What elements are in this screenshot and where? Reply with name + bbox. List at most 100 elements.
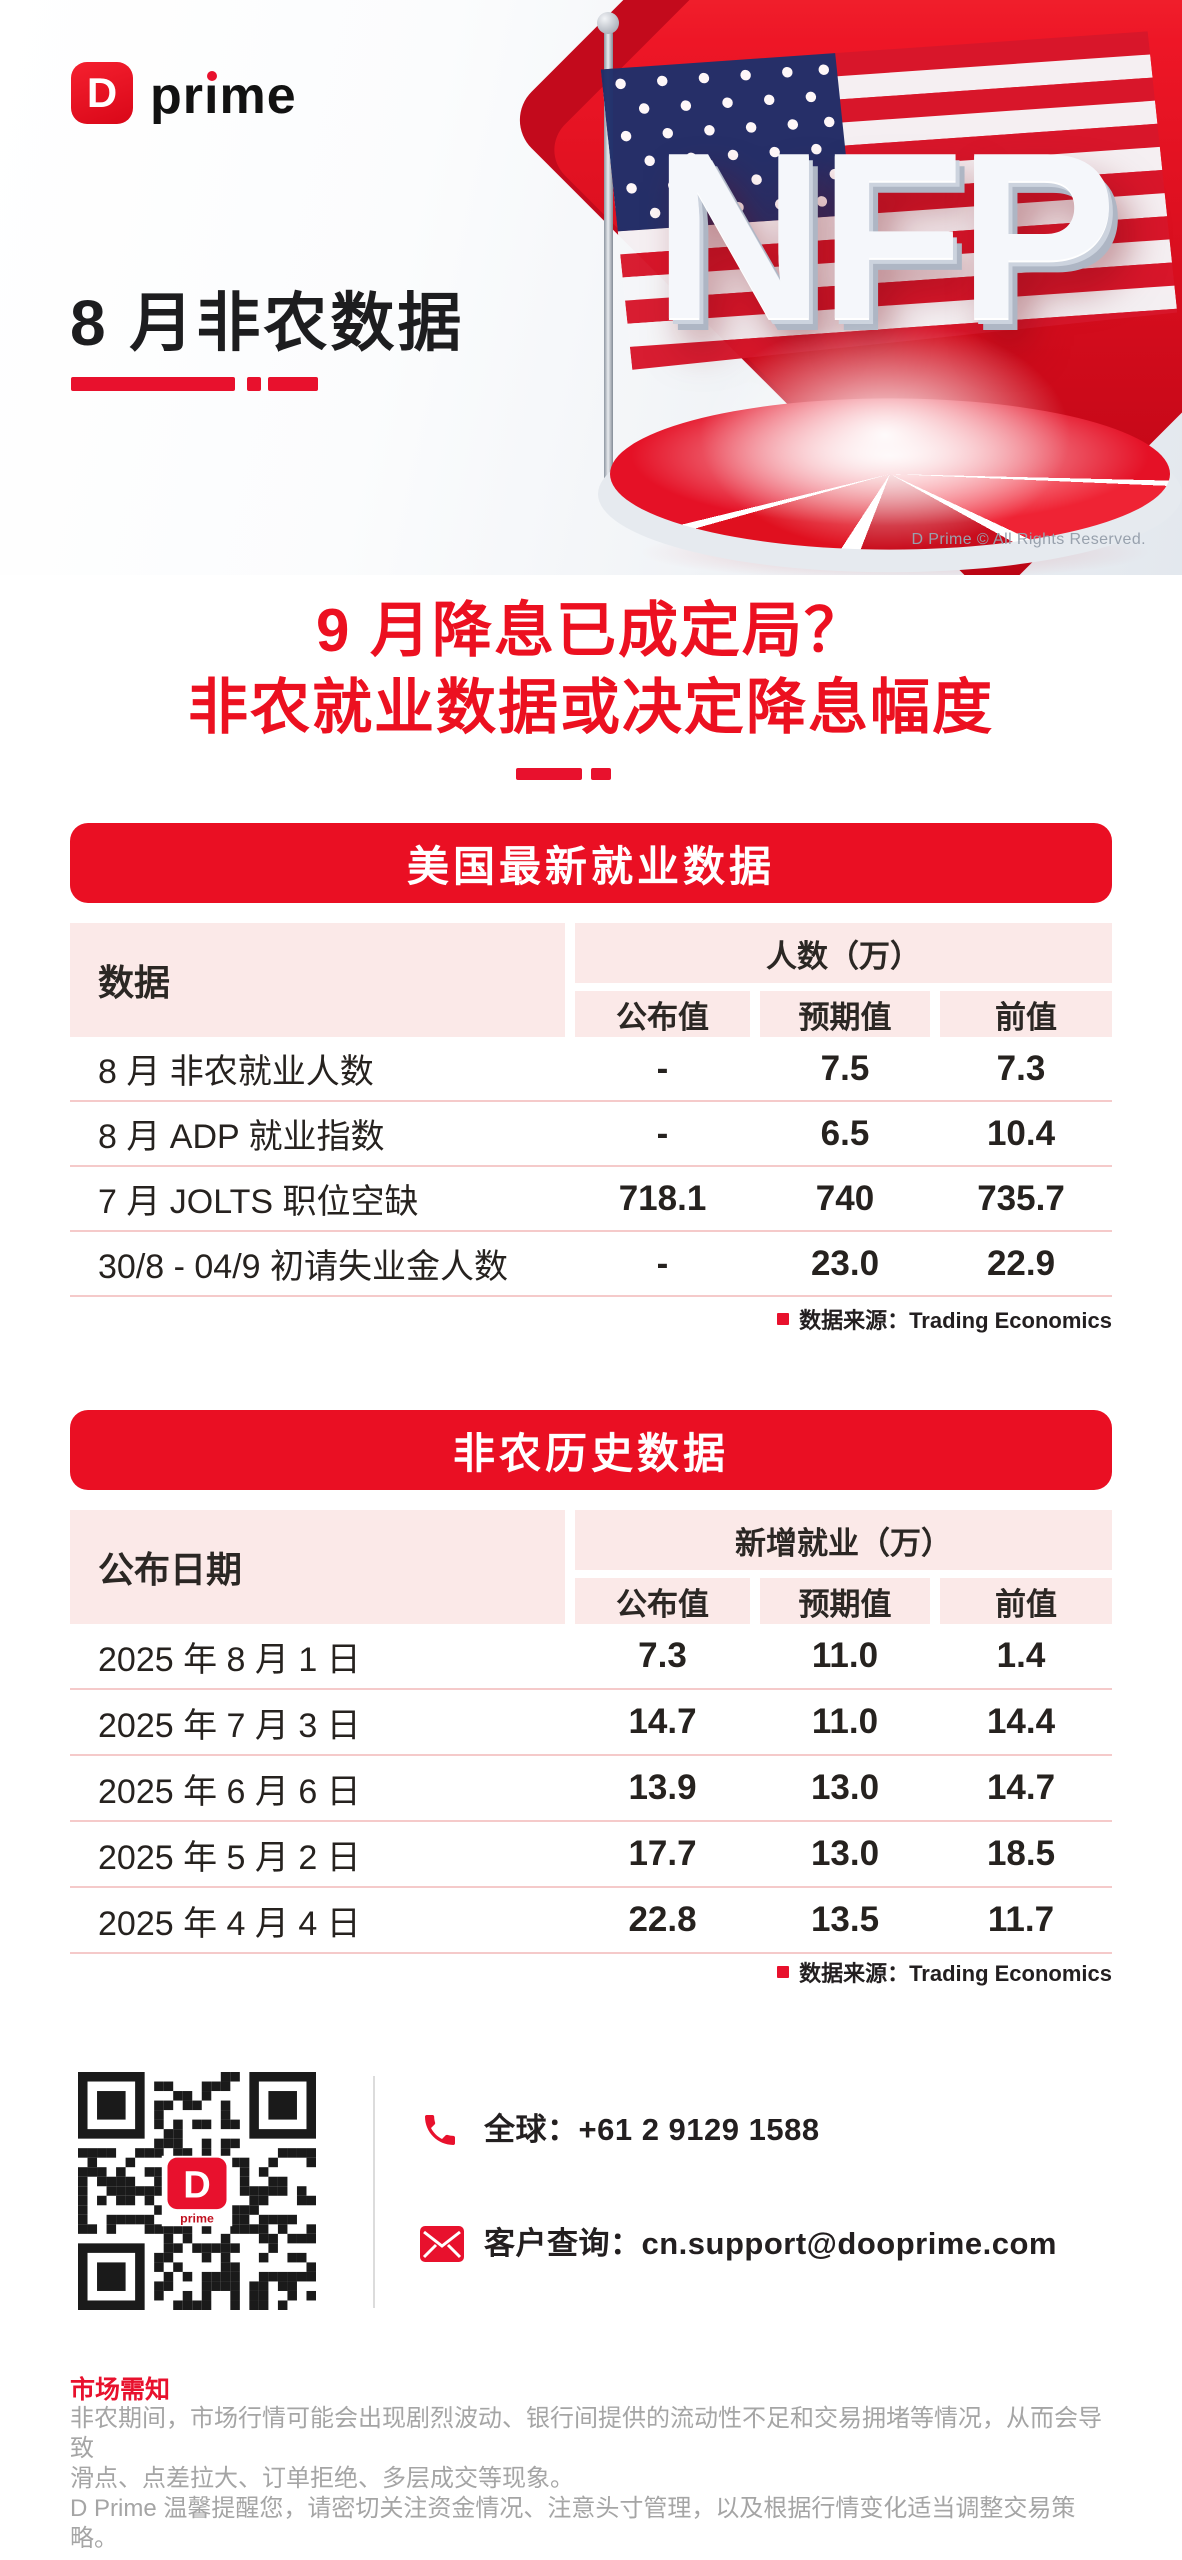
underline-square <box>247 377 261 391</box>
headline-line-2: 非农就业数据或决定降息幅度 <box>188 674 994 741</box>
table2-header-label: 公布日期 <box>70 1510 565 1624</box>
brand-logo-tile: D <box>71 62 133 124</box>
row-label: 2025 年 8 月 1 日 <box>98 1640 361 1679</box>
headline: 9 月降息已成定局？ 非农就业数据或决定降息幅度 <box>0 592 1182 746</box>
table-row: 2025 年 7 月 3 日 14.7 11.0 14.4 <box>70 1690 1112 1756</box>
table1-header: 数据 人数（万） 公布值 预期值 前值 <box>70 923 1112 1037</box>
row-value: 7.3 <box>638 1636 687 1675</box>
row-value: 11.0 <box>811 1702 879 1741</box>
flag-pole <box>604 30 613 500</box>
data-source-text: 数据来源：Trading Economics <box>799 1308 1112 1333</box>
table1-header-group: 人数（万） <box>575 923 1112 983</box>
table2-header: 公布日期 新增就业（万） 公布值 预期值 前值 <box>70 1510 1112 1624</box>
copyright-text: D Prime © All Rights Reserved. <box>911 531 1146 548</box>
row-value: 718.1 <box>618 1178 707 1218</box>
row-value: 13.5 <box>810 1900 880 1939</box>
headline-dash <box>0 768 1154 780</box>
nfp-3d-text: NFP <box>653 104 1117 369</box>
svg-text:prime: prime <box>180 2211 214 2225</box>
row-value: 7.3 <box>996 1048 1046 1088</box>
logo-word-i: ı <box>204 67 220 125</box>
row-value: - <box>656 1113 669 1153</box>
logo-d-letter: D <box>86 69 118 116</box>
data-source-1: 数据来源：Trading Economics <box>777 1303 1112 1335</box>
footer-line-2: 滑点、点差拉大、订单拒绝、多层成交等现象。 <box>70 2465 574 2492</box>
table2-col-previous: 前值 <box>940 1578 1112 1624</box>
row-value: 22.8 <box>628 1900 697 1939</box>
flag-pole-finial <box>597 12 619 34</box>
headline-line-1: 9 月降息已成定局？ <box>315 597 867 664</box>
table1-header-label: 数据 <box>70 923 565 1037</box>
row-label: 8 月 ADP 就业指数 <box>98 1118 385 1156</box>
row-value: 6.5 <box>820 1113 870 1153</box>
email-row[interactable]: 客户查询：cn.support@dooprime.com <box>420 2222 1057 2266</box>
table-row: 8 月 非农就业人数 - 7.5 7.3 <box>70 1037 1112 1102</box>
bullet-square-icon <box>777 1313 790 1325</box>
row-value: 7.5 <box>820 1048 870 1088</box>
title-underline <box>71 377 318 391</box>
page-title: 8 月非农数据 <box>70 287 465 359</box>
table2-header-group: 新增就业（万） <box>575 1510 1112 1570</box>
logo-word-me: me <box>219 67 297 125</box>
table-row: 8 月 ADP 就业指数 - 6.5 10.4 <box>70 1102 1112 1167</box>
contact-divider <box>373 2076 375 2308</box>
table-row: 7 月 JOLTS 职位空缺 718.1 740 735.7 <box>70 1167 1112 1232</box>
row-label: 30/8 - 04/9 初请失业金人数 <box>98 1248 509 1286</box>
table1-col-previous: 前值 <box>940 991 1112 1037</box>
email-text[interactable]: 客户查询：cn.support@dooprime.com <box>484 2226 1057 2261</box>
footer-title: 市场需知 <box>70 2376 171 2404</box>
row-value: - <box>656 1243 669 1283</box>
row-value: 13.0 <box>810 1834 880 1873</box>
row-value: 14.7 <box>628 1702 697 1741</box>
table1-col-published: 公布值 <box>575 991 750 1037</box>
underline-bar <box>71 377 235 391</box>
table2-col-forecast: 预期值 <box>760 1578 930 1624</box>
dash-square <box>590 768 611 780</box>
row-label: 7 月 JOLTS 职位空缺 <box>98 1183 419 1221</box>
row-value: 1.4 <box>996 1636 1046 1675</box>
row-label: 8 月 非农就业人数 <box>98 1053 374 1091</box>
footer-line-3: D Prime 温馨提醒您，请密切关注资金情况、注意头寸管理，以及根据行情变化适… <box>70 2495 1076 2552</box>
brand-logo-word: pr ı me <box>150 66 297 126</box>
table2: 公布日期 新增就业（万） 公布值 预期值 前值 2025 年 8 月 1 日 7… <box>70 1510 1112 1954</box>
row-value: 14.7 <box>986 1768 1056 1807</box>
table-row: 2025 年 8 月 1 日 7.3 11.0 1.4 <box>70 1624 1112 1690</box>
row-value: 740 <box>815 1178 875 1218</box>
table2-col-published: 公布值 <box>575 1578 750 1624</box>
table-row: 2025 年 5 月 2 日 17.7 13.0 18.5 <box>70 1822 1112 1888</box>
data-source-text: 数据来源：Trading Economics <box>799 1961 1112 1986</box>
phone-row[interactable]: 全球：+61 2 9129 1588 <box>420 2108 820 2152</box>
svg-text:D: D <box>183 2165 211 2207</box>
row-label: 2025 年 5 月 2 日 <box>98 1838 361 1877</box>
row-value: 13.9 <box>628 1768 697 1807</box>
table-row: 30/8 - 04/9 初请失业金人数 - 23.0 22.9 <box>70 1232 1112 1297</box>
center-glow <box>700 320 1070 550</box>
section2-banner: 非农历史数据 <box>70 1410 1112 1490</box>
phone-text[interactable]: 全球：+61 2 9129 1588 <box>484 2112 820 2147</box>
phone-icon <box>420 2108 464 2152</box>
table1-col-forecast: 预期值 <box>760 991 930 1037</box>
row-label: 2025 年 4 月 4 日 <box>98 1904 361 1943</box>
hero-section: NFP D Prime © All Rights Reserved. <box>0 0 1182 575</box>
row-value: 13.0 <box>810 1768 880 1807</box>
footer-line-1: 非农期间，市场行情可能会出现剧烈波动、银行间提供的流动性不足和交易拥堵等情况，从… <box>70 2405 1102 2462</box>
row-label: 2025 年 6 月 6 日 <box>98 1772 361 1811</box>
logo-word-pr: pr <box>150 67 204 125</box>
data-source-2: 数据来源：Trading Economics <box>777 1956 1112 1988</box>
table-row: 2025 年 6 月 6 日 13.9 13.0 14.7 <box>70 1756 1112 1822</box>
row-label: 2025 年 7 月 3 日 <box>98 1706 361 1745</box>
table-row: 2025 年 4 月 4 日 22.8 13.5 11.7 <box>70 1888 1112 1954</box>
row-value: 11.7 <box>987 1900 1055 1939</box>
row-value: 14.4 <box>986 1702 1056 1741</box>
footer-disclaimer: 非农期间，市场行情可能会出现剧烈波动、银行间提供的流动性不足和交易拥堵等情况，从… <box>70 2404 1120 2554</box>
table1: 数据 人数（万） 公布值 预期值 前值 8 月 非农就业人数 - 7.5 7.3… <box>70 923 1112 1297</box>
row-value: 22.9 <box>986 1243 1056 1283</box>
row-value: 10.4 <box>986 1113 1056 1153</box>
row-value: 11.0 <box>811 1636 879 1675</box>
row-value: - <box>656 1048 669 1088</box>
dash-bar <box>515 768 582 780</box>
row-value: 23.0 <box>810 1243 880 1283</box>
underline-bar-short <box>268 377 318 391</box>
